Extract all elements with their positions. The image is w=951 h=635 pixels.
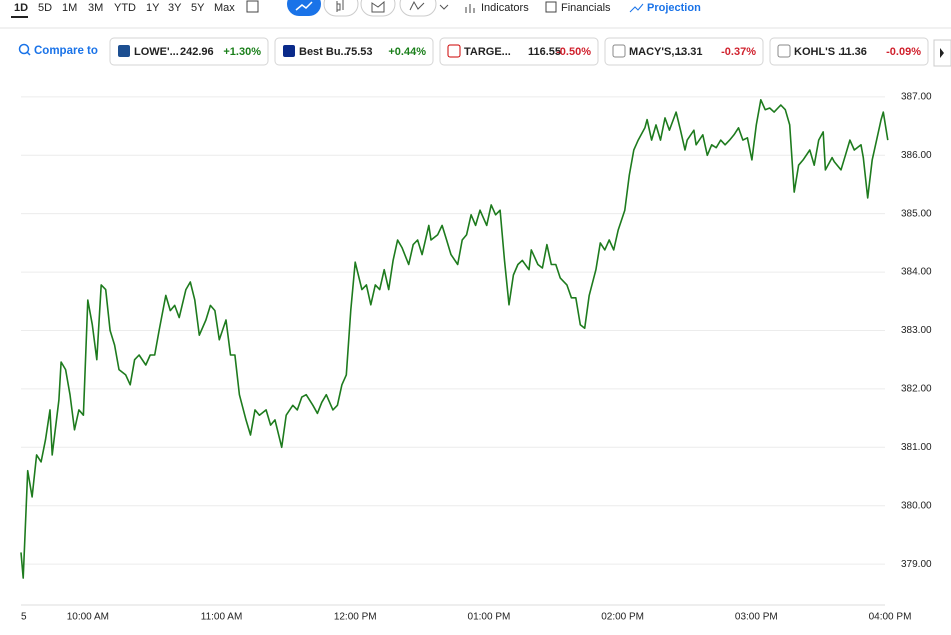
projection-icon <box>629 3 644 13</box>
candle-chart-button[interactable] <box>323 0 359 17</box>
ticker-name: TARGE... <box>464 46 511 58</box>
area-chart-button[interactable] <box>360 0 396 17</box>
ticker-name: MACY'S,... <box>629 46 684 58</box>
ticker-logo <box>777 44 791 58</box>
price-line <box>20 99 889 579</box>
y-tick-label: 381.00 <box>901 442 932 453</box>
search-icon <box>26 51 31 56</box>
ticker-chip[interactable] <box>439 37 599 66</box>
ticker-price: 242.96 <box>180 46 214 58</box>
search-icon <box>18 43 30 55</box>
ticker-change: +0.44% <box>388 46 426 58</box>
x-tick-label: 04:00 PM <box>869 612 912 623</box>
indicators-icon <box>465 4 475 13</box>
ticker-change: -0.09% <box>886 46 921 58</box>
y-tick-label: 384.00 <box>901 267 932 278</box>
ticker-price: 75.53 <box>345 46 373 58</box>
icon <box>940 48 944 58</box>
calendar-icon[interactable] <box>246 0 259 13</box>
x-tick-label: 03:00 PM <box>735 612 778 623</box>
range-button[interactable]: 1Y <box>146 2 160 14</box>
ticker-chip[interactable] <box>604 37 764 66</box>
x-tick-label: 10:00 AM <box>67 612 109 623</box>
icon <box>336 0 344 12</box>
range-button[interactable]: 1M <box>62 2 77 14</box>
ticker-logo <box>612 44 626 58</box>
x-tick-label: 5 <box>21 612 27 623</box>
range-button[interactable]: Max <box>214 2 235 14</box>
y-tick-label: 380.00 <box>901 500 932 511</box>
range-button[interactable]: 3Y <box>168 2 182 14</box>
ticker-price: 13.31 <box>675 46 703 58</box>
compare-label[interactable]: Compare to <box>34 45 98 57</box>
line-chart-button[interactable] <box>287 0 321 16</box>
ticker-chip[interactable] <box>274 37 434 66</box>
ticker-price: 11.36 <box>840 46 867 58</box>
y-tick-label: 382.00 <box>901 384 932 395</box>
ticker-logo <box>283 45 295 57</box>
y-tick-label: 383.00 <box>901 325 932 336</box>
y-tick-label: 379.00 <box>901 559 932 570</box>
range-button[interactable]: 5D <box>38 2 52 14</box>
ticker-change: -0.37% <box>721 46 756 58</box>
range-button[interactable]: 5Y <box>191 2 205 14</box>
y-tick-label: 386.00 <box>901 150 932 161</box>
y-tick-label: 387.00 <box>901 92 932 103</box>
ticker-name: KOHL'S ... <box>794 46 847 58</box>
dropdown-chevron[interactable] <box>439 4 449 10</box>
ticker-name: Best Bu... <box>299 46 350 58</box>
range-button[interactable]: YTD <box>114 2 136 14</box>
ticker-logo <box>447 44 461 58</box>
range-button[interactable]: 1D <box>14 2 28 14</box>
ticker-chip[interactable] <box>109 37 269 66</box>
icon <box>409 0 425 11</box>
ticker-name: LOWE'... <box>134 46 179 58</box>
x-tick-label: 02:00 PM <box>601 612 644 623</box>
tool-button[interactable]: Projection <box>647 2 701 14</box>
ticker-change: +1.30% <box>223 46 261 58</box>
ticker-price: 116.55 <box>528 46 561 58</box>
tool-button[interactable]: Indicators <box>481 2 529 14</box>
ticker-chip[interactable] <box>769 37 929 66</box>
x-tick-label: 12:00 PM <box>334 612 377 623</box>
ticker-logo <box>118 45 130 57</box>
icon <box>371 0 385 13</box>
icon <box>295 1 313 11</box>
range-button[interactable]: 3M <box>88 2 103 14</box>
x-tick-label: 11:00 AM <box>201 612 243 623</box>
x-tick-label: 01:00 PM <box>468 612 511 623</box>
y-tick-label: 385.00 <box>901 208 932 219</box>
financials-icon <box>545 1 557 13</box>
ticker-change: -0.50% <box>556 46 591 58</box>
tool-button[interactable]: Financials <box>561 2 611 14</box>
